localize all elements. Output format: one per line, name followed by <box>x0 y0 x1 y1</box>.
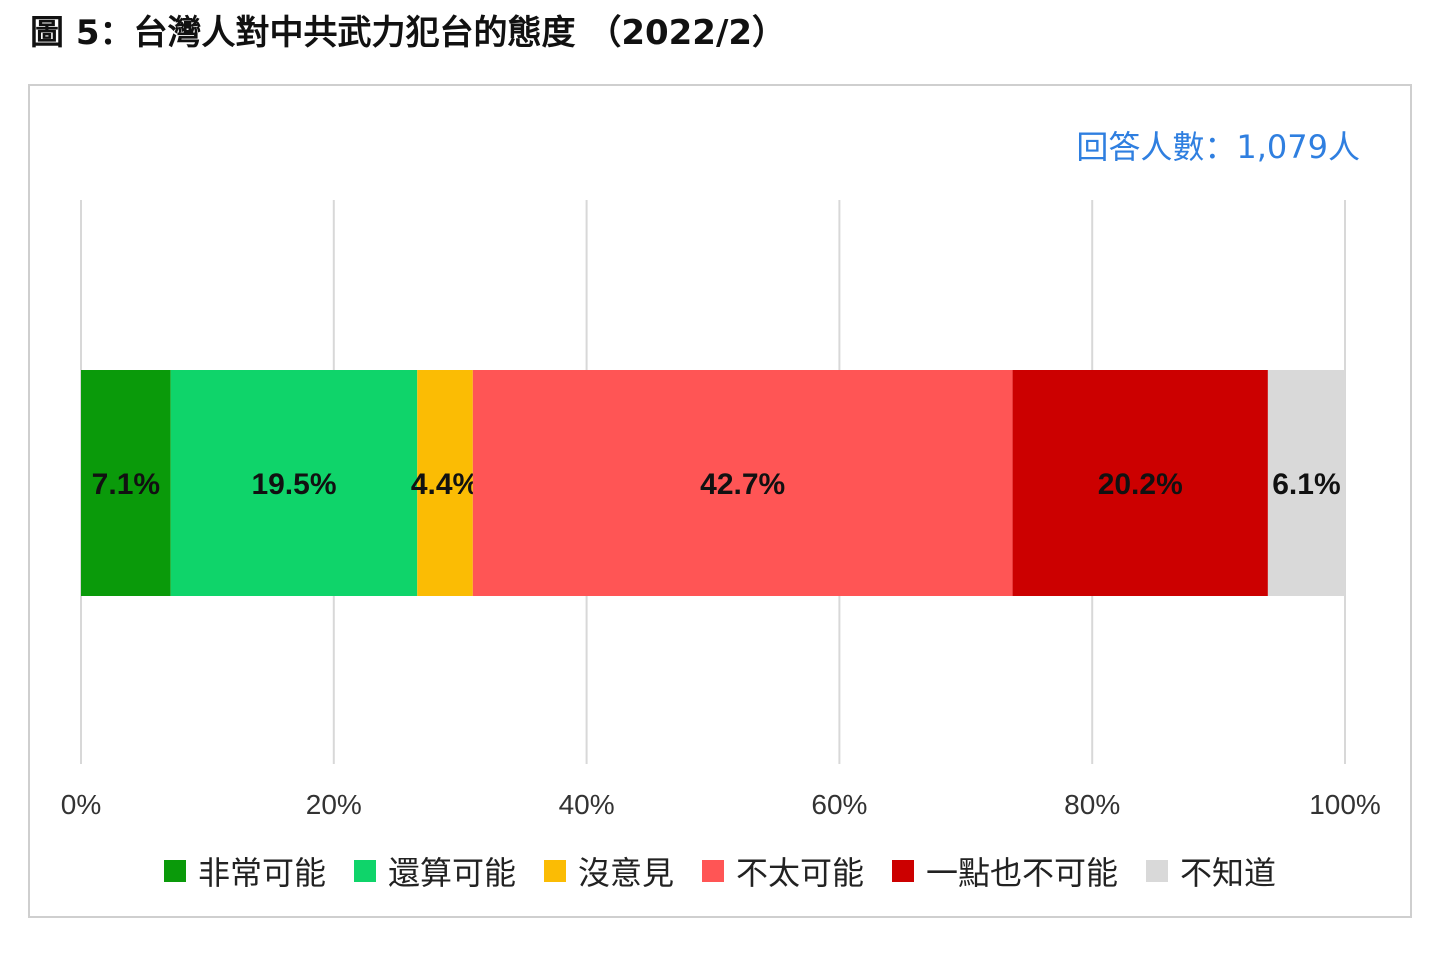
data-label: 42.7% <box>700 468 785 501</box>
legend-swatch <box>353 860 376 882</box>
legend-label: 不知道 <box>1180 854 1277 892</box>
x-tick-label: 20% <box>306 789 362 820</box>
legend-label: 一點也不可能 <box>926 854 1119 892</box>
chart-legend: 非常可能 還算可能 沒意見 不太可能 一點也不可能 不知道 <box>30 846 1410 896</box>
bar-segment <box>472 370 1013 596</box>
legend-item: 一點也不可能 <box>892 848 1118 894</box>
legend-item: 不知道 <box>1146 848 1276 894</box>
legend-item: 非常可能 <box>163 848 326 894</box>
legend-label: 非常可能 <box>197 854 326 892</box>
data-label: 20.2% <box>1098 468 1183 501</box>
data-label: 7.1% <box>92 468 160 501</box>
legend-item: 沒意見 <box>543 848 674 894</box>
data-label: 6.1% <box>1272 468 1340 501</box>
legend-swatch <box>892 860 915 882</box>
figure-title: 圖 5：台灣人對中共武力犯台的態度 （2022/2） <box>30 13 787 53</box>
legend-swatch <box>1146 860 1169 882</box>
x-tick-label: 0% <box>61 789 101 820</box>
data-label: 4.4% <box>411 468 479 501</box>
legend-swatch <box>543 860 566 882</box>
bar-segment <box>1267 370 1345 596</box>
x-tick-label: 40% <box>559 789 615 820</box>
bar-segment <box>170 370 418 596</box>
data-label: 19.5% <box>251 468 336 501</box>
bar-segment <box>81 370 171 596</box>
legend-swatch <box>702 860 724 882</box>
respondents-count: 回答人數：1,079人 <box>1076 128 1360 166</box>
bar-segment <box>417 370 473 596</box>
legend-item: 不太可能 <box>702 848 864 894</box>
legend-item: 還算可能 <box>353 848 516 894</box>
stacked-bar-chart: 0% 20% 40% 60% 80% 100% 7.1% 19.5% 4.4% 42.7% 20.2… <box>61 200 1381 820</box>
chart-frame: 0% 20% 40% 60% 80% 100% 7.1% 19.5% 4.4% 42.7% 20.2… <box>28 84 1412 918</box>
x-tick-label: 100% <box>1309 789 1381 820</box>
x-tick-label: 60% <box>811 789 867 820</box>
legend-swatch <box>163 860 186 882</box>
legend-label: 不太可能 <box>736 854 865 892</box>
legend-label: 還算可能 <box>387 854 516 892</box>
bar-segment <box>1012 370 1268 596</box>
legend-label: 沒意見 <box>577 854 674 892</box>
x-tick-label: 80% <box>1064 789 1120 820</box>
